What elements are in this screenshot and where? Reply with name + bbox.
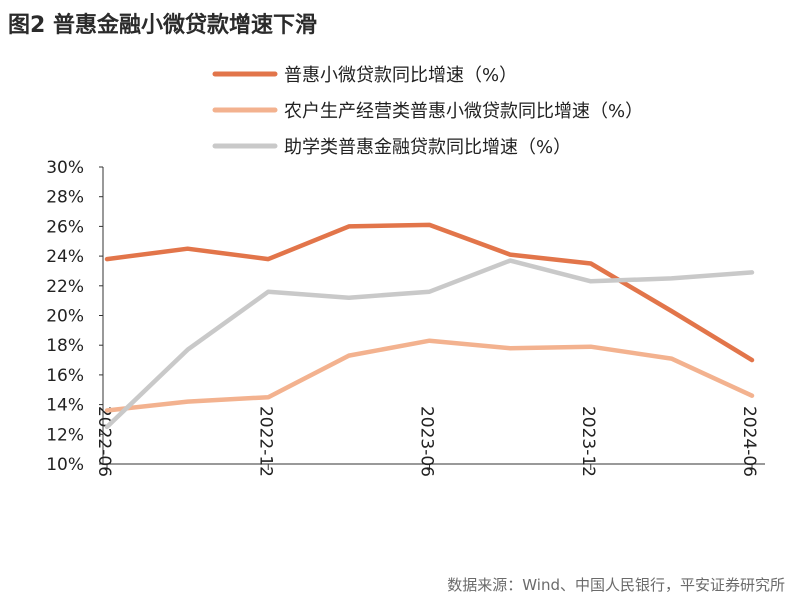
y-tick-label: 30% (46, 158, 84, 178)
data-point (589, 345, 593, 349)
series-group (104, 222, 755, 430)
data-point (105, 425, 109, 429)
y-tick-label: 28% (46, 188, 84, 208)
data-point (347, 224, 351, 228)
data-point (105, 409, 109, 413)
data-point (105, 257, 109, 261)
series-line-2 (104, 338, 755, 413)
x-tick-label: 2023-06 (417, 406, 437, 477)
legend-label-2: 农户生产经营类普惠小微贷款同比增速（%） (284, 101, 643, 122)
data-point (508, 259, 512, 263)
data-point (428, 339, 431, 343)
data-point (347, 296, 351, 300)
y-tick-label: 10% (46, 455, 84, 475)
y-tick-label: 16% (46, 366, 84, 386)
data-point (266, 290, 270, 294)
data-point (428, 223, 431, 227)
y-axis: 10% 12% 14% 16% 18% 20% 22% 24% 26% 28% 30% (46, 158, 104, 475)
y-tick-label: 22% (46, 277, 84, 297)
x-axis: 2022-06 2022-12 2023-06 2023-12 2024-06 (94, 406, 765, 477)
legend: 普惠小微贷款同比增速（%） 农户生产经营类普惠小微贷款同比增速（%） 助学类普惠金融… (212, 65, 643, 158)
x-tick-label: 2023-12 (578, 406, 598, 477)
data-point (186, 400, 190, 404)
data-point (347, 354, 351, 358)
source-note: 数据来源：Wind、中国人民银行，平安证券研究所 (447, 576, 785, 594)
data-point (750, 394, 754, 398)
y-tick-label: 24% (46, 247, 84, 267)
legend-label-3: 助学类普惠金融贷款同比增速（%） (284, 137, 571, 158)
data-point (750, 270, 754, 274)
data-point (186, 247, 190, 251)
data-point (589, 279, 593, 283)
data-point (669, 276, 673, 280)
legend-label-1: 普惠小微贷款同比增速（%） (284, 65, 517, 86)
data-point (669, 309, 673, 313)
x-tick-label: 2024-06 (739, 406, 759, 477)
y-tick-label: 14% (46, 396, 84, 416)
x-tick-label: 2022-12 (255, 406, 275, 477)
data-point (589, 262, 593, 266)
data-point (266, 395, 270, 399)
y-tick-label: 26% (46, 217, 84, 237)
figure-title: 图2 普惠金融小微贷款增速下滑 (8, 12, 317, 38)
y-tick-label: 12% (46, 425, 84, 445)
data-point (508, 346, 512, 350)
data-point (428, 290, 431, 294)
data-point (669, 357, 673, 361)
data-point (750, 358, 754, 362)
x-tick-label: 2022-06 (94, 406, 114, 477)
data-point (508, 253, 512, 257)
data-point (186, 348, 190, 352)
y-tick-label: 20% (46, 307, 84, 327)
y-tick-label: 18% (46, 336, 84, 356)
data-point (266, 257, 270, 261)
